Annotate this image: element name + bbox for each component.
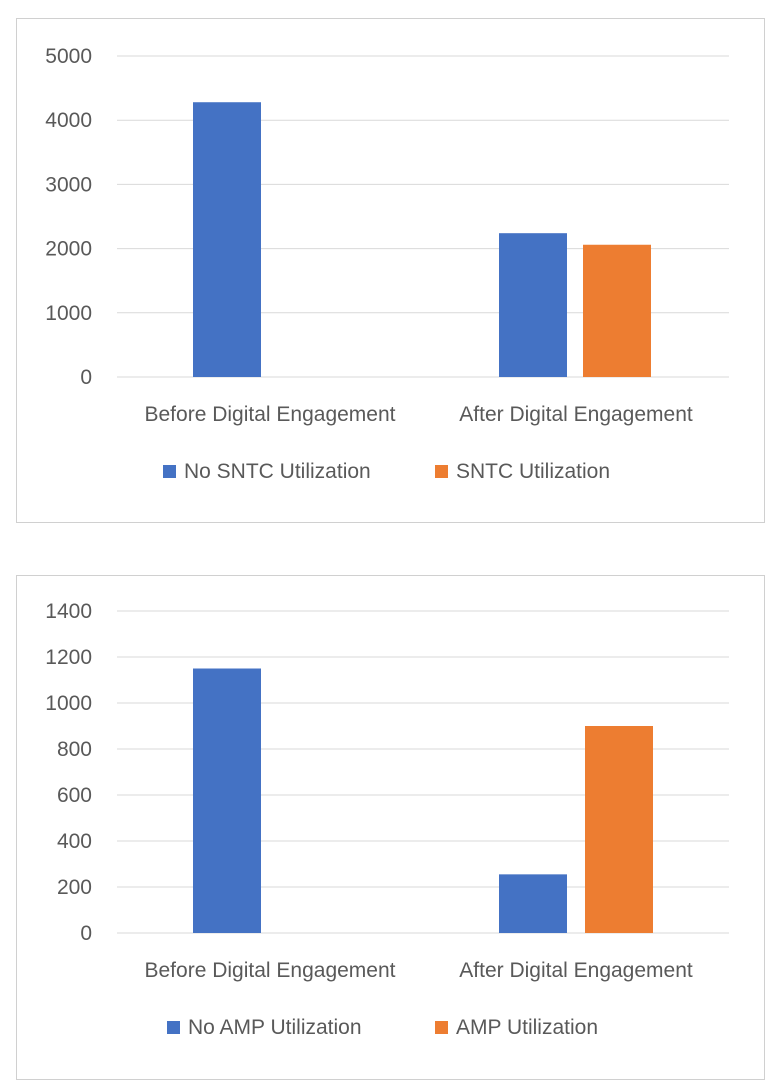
legend-label: No AMP Utilization [188, 1016, 362, 1039]
y-tick-label: 0 [80, 366, 92, 389]
x-category-label: Before Digital Engagement [145, 403, 396, 426]
bar-sntc-s1-c1 [193, 102, 261, 377]
y-tick-label: 5000 [45, 45, 92, 68]
chart-svg-sntc: 0 1000 2000 3000 4000 5000 Before Digital Enga… [45, 45, 729, 483]
y-tick-label: 4000 [45, 109, 92, 132]
bar-amp-s2-c2 [585, 726, 653, 933]
legend-swatch [435, 465, 448, 478]
y-tick-label: 1200 [45, 646, 92, 669]
bar-sntc-s2-c2 [583, 244, 651, 377]
y-tick-label: 1000 [45, 692, 92, 715]
legend-swatch [435, 1021, 448, 1034]
bar-amp-s1-c2 [499, 874, 567, 933]
legend-label: No SNTC Utilization [184, 460, 371, 483]
y-tick-label: 200 [57, 876, 92, 899]
chart-panel-sntc: 0 1000 2000 3000 4000 5000 Before Digital Enga… [16, 18, 765, 523]
legend-label: SNTC Utilization [456, 460, 610, 483]
legend-label: AMP Utilization [456, 1016, 598, 1039]
y-tick-label: 1400 [45, 600, 92, 623]
bar-sntc-s1-c2 [499, 233, 567, 377]
y-tick-label: 600 [57, 784, 92, 807]
legend-swatch [163, 465, 176, 478]
x-category-label: Before Digital Engagement [145, 959, 396, 982]
x-category-label: After Digital Engagement [459, 959, 693, 982]
y-tick-label: 3000 [45, 173, 92, 196]
y-tick-label: 0 [80, 922, 92, 945]
chart-svg-amp: 0 200 400 600 800 1000 1200 1400 Before Digital … [45, 600, 729, 1039]
legend-swatch [167, 1021, 180, 1034]
y-tick-label: 800 [57, 738, 92, 761]
y-tick-label: 2000 [45, 238, 92, 261]
y-tick-label: 1000 [45, 302, 92, 325]
chart-panel-amp: 0 200 400 600 800 1000 1200 1400 Before Digital … [16, 575, 765, 1080]
y-tick-label: 400 [57, 830, 92, 853]
bar-amp-s1-c1 [193, 668, 261, 933]
x-category-label: After Digital Engagement [459, 403, 693, 426]
